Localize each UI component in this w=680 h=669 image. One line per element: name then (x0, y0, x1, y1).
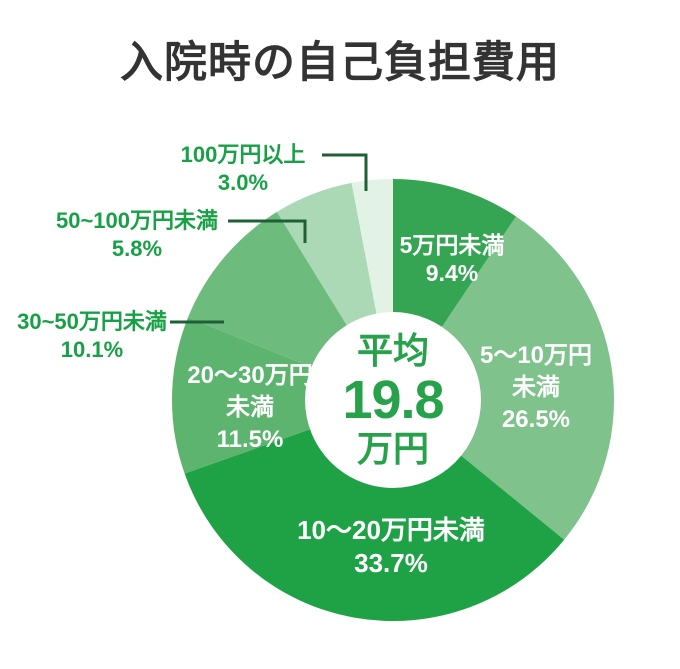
segment-label-5-10man: 5〜10万円 未満 26.5% (479, 342, 593, 433)
segment-label-20-30man: 20〜30万円 未満 11.5% (187, 362, 313, 453)
pie-slice-3-33.7pct (184, 400, 565, 622)
chart-title: 入院時の自己負担費用 (120, 39, 560, 87)
segment-label-30-50man: 30~50万円未満 10.1% (17, 309, 167, 362)
segment-label-10-20man: 10〜20万円未満 33.7% (297, 515, 485, 578)
donut-center-label: 平均 19.8 万円 (305, 312, 481, 488)
leader-line-50-100 (228, 219, 307, 243)
center-average-unit: 万円 (356, 428, 429, 469)
pie-slice-2-26.5pct (393, 216, 615, 540)
center-average-text: 平均 (356, 330, 429, 371)
segment-label-over-100man: 100万円以上 3.0% (180, 142, 306, 195)
pie-slice-4-11.5pct (171, 317, 393, 474)
center-average-value: 19.8 (342, 370, 444, 430)
segment-label-under-5man: 5万円未満 9.4% (399, 232, 505, 286)
leader-line-100plus (322, 153, 368, 191)
segment-label-50-100man: 50~100万円未満 5.8% (55, 208, 219, 261)
